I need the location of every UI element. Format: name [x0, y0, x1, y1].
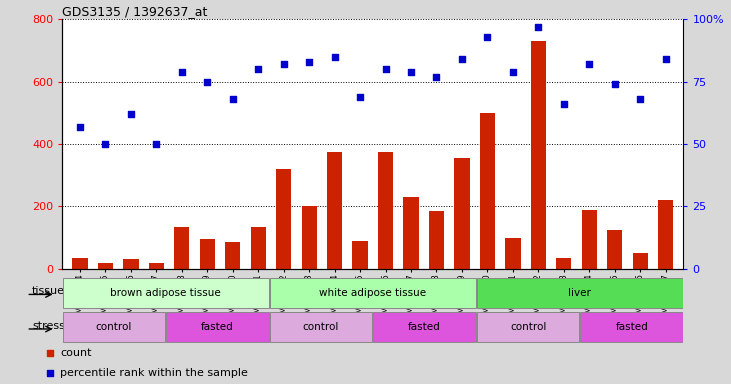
Text: GDS3135 / 1392637_at: GDS3135 / 1392637_at	[62, 5, 208, 18]
Bar	[404, 197, 419, 269]
Point	[227, 96, 238, 102]
Text: fasted: fasted	[408, 322, 441, 333]
Point	[327, 291, 339, 297]
Bar	[148, 263, 164, 269]
Point	[431, 74, 442, 80]
Point	[660, 56, 672, 62]
Point	[558, 101, 569, 107]
Text: control: control	[303, 322, 339, 333]
Bar	[98, 263, 113, 269]
Bar	[454, 158, 469, 269]
Point	[507, 69, 519, 75]
Point	[125, 111, 137, 117]
Point	[151, 141, 162, 147]
Point	[202, 79, 213, 85]
Point	[329, 54, 341, 60]
Bar	[301, 207, 317, 269]
Bar	[166, 312, 269, 343]
Bar	[174, 227, 189, 269]
Bar	[63, 312, 165, 343]
Bar	[505, 238, 520, 269]
Point	[379, 66, 391, 72]
Bar	[632, 253, 648, 269]
Point	[482, 34, 493, 40]
Text: tissue: tissue	[32, 286, 65, 296]
Bar	[378, 152, 393, 269]
Bar	[200, 239, 215, 269]
Point	[176, 69, 188, 75]
Point	[278, 61, 289, 67]
Text: stress: stress	[32, 321, 65, 331]
Point	[532, 24, 544, 30]
Bar	[374, 312, 476, 343]
Point	[635, 96, 646, 102]
Point	[327, 115, 339, 121]
Bar	[582, 210, 597, 269]
Point	[252, 66, 264, 72]
Bar	[580, 312, 683, 343]
Bar	[72, 258, 88, 269]
Text: percentile rank within the sample: percentile rank within the sample	[61, 367, 249, 377]
Bar	[480, 113, 495, 269]
Bar	[658, 200, 673, 269]
Text: liver: liver	[569, 288, 591, 298]
Text: count: count	[61, 348, 92, 358]
Bar	[429, 211, 444, 269]
Text: white adipose tissue: white adipose tissue	[319, 288, 426, 298]
Text: fasted: fasted	[201, 322, 234, 333]
Bar	[63, 278, 269, 308]
Bar	[531, 41, 546, 269]
Bar	[276, 169, 292, 269]
Bar	[225, 242, 240, 269]
Bar	[327, 152, 342, 269]
Text: control: control	[96, 322, 132, 333]
Bar	[251, 227, 266, 269]
Point	[456, 56, 468, 62]
Bar	[270, 278, 476, 308]
Point	[405, 69, 417, 75]
Bar	[477, 312, 580, 343]
Bar	[124, 260, 139, 269]
Bar	[607, 230, 622, 269]
Point	[74, 124, 86, 130]
Text: brown adipose tissue: brown adipose tissue	[110, 288, 221, 298]
Point	[303, 59, 315, 65]
Point	[99, 141, 111, 147]
Text: control: control	[510, 322, 546, 333]
Point	[609, 81, 621, 87]
Point	[583, 61, 595, 67]
Point	[355, 94, 366, 100]
Bar	[477, 278, 683, 308]
Bar	[556, 258, 572, 269]
Text: fasted: fasted	[616, 322, 648, 333]
Bar	[352, 241, 368, 269]
Bar	[270, 312, 372, 343]
